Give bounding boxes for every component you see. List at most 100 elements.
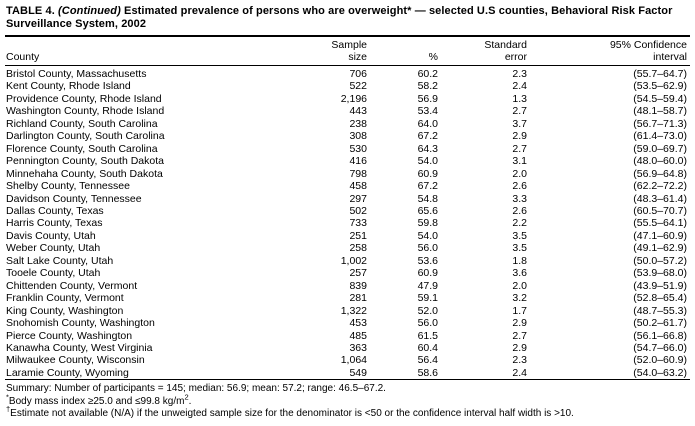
sample-size-cell: 443: [349, 105, 367, 118]
standard-error-cell: 1.7: [512, 304, 527, 317]
standard-error-cell: 2.7: [512, 329, 527, 342]
county-cell: Bristol County, Massachusetts: [6, 68, 147, 80]
standard-error-cell: 3.1: [512, 155, 527, 168]
table-title-continued: (Continued): [58, 5, 121, 17]
table-row: Davis County, Utah 251 54.0 3.5 (47.1–60.9): [5, 230, 690, 242]
percent-cell: 52.0: [417, 304, 438, 317]
confidence-interval-cell: (52.8–65.4): [633, 292, 687, 305]
county-cell: Franklin County, Vermont: [6, 292, 124, 305]
table-row: Snohomish County, Washington 453 56.0 2.9 (5…: [5, 317, 690, 329]
table-row: Davidson County, Tennessee 297 54.8 3.3 (48.…: [5, 193, 690, 205]
percent-cell: 59.1: [417, 292, 438, 305]
table-row: Salt Lake County, Utah 1,002 53.6 1.8 (50.0–…: [5, 255, 690, 267]
standard-error-cell: 2.7: [512, 105, 527, 118]
percent-cell: 47.9: [417, 279, 438, 292]
confidence-interval-cell: (50.0–57.2): [633, 254, 687, 267]
column-header-sample-size: Sample size: [301, 36, 367, 66]
sample-size-cell: 549: [349, 366, 367, 379]
bmi-footnote: *Body mass index ≥25.0 and ≤99.8 kg/m2.: [6, 392, 690, 409]
percent-cell: 64.0: [417, 117, 438, 130]
bmi-footnote-text: Body mass index ≥25.0 and ≤99.8 kg/m: [8, 395, 185, 407]
standard-error-cell: 2.7: [512, 142, 527, 155]
table-title-prefix: TABLE 4.: [6, 5, 55, 17]
percent-cell: 56.0: [417, 317, 438, 330]
confidence-interval-cell: (53.5–62.9): [633, 80, 687, 93]
percent-cell: 53.4: [417, 105, 438, 118]
county-cell: Providence County, Rhode Island: [6, 92, 162, 105]
table-row: Pennington County, South Dakota 416 54.0 3.…: [5, 155, 690, 167]
sample-size-cell: 1,322: [340, 304, 367, 317]
sample-size-cell: 2,196: [340, 92, 367, 105]
standard-error-cell: 3.6: [512, 267, 527, 280]
percent-cell: 58.2: [417, 80, 438, 93]
standard-error-cell: 2.9: [512, 317, 527, 330]
standard-error-cell: 1.8: [512, 254, 527, 267]
county-cell: Richland County, South Carolina: [6, 117, 158, 130]
standard-error-cell: 3.5: [512, 229, 527, 242]
standard-error-cell: 2.3: [512, 354, 527, 367]
percent-cell: 65.6: [417, 204, 438, 217]
county-cell: Kent County, Rhode Island: [6, 80, 131, 93]
percent-cell: 64.3: [417, 142, 438, 155]
county-cell: Kanawha County, West Virginia: [6, 341, 153, 354]
percent-cell: 58.6: [417, 366, 438, 379]
percent-cell: 67.2: [417, 180, 438, 193]
sample-size-cell: 1,002: [340, 254, 367, 267]
table-row: Pierce County, Washington 485 61.5 2.7 (56.1…: [5, 330, 690, 342]
table-row: Tooele County, Utah 257 60.9 3.6 (53.9–68.0): [5, 267, 690, 279]
county-cell: Minnehaha County, South Dakota: [6, 167, 163, 180]
bmi-footnote-period: .: [188, 395, 192, 407]
sample-size-cell: 297: [349, 192, 367, 205]
table-body: Bristol County, Massachusetts 706 60.2 2.3 (…: [5, 66, 690, 380]
asterisk-marker: *: [6, 392, 9, 402]
table-header-row: County Sample size % Standard error 95% …: [5, 36, 690, 66]
county-cell: Pennington County, South Dakota: [6, 155, 164, 168]
table-row: Providence County, Rhode Island 2,196 56.9…: [5, 93, 690, 105]
table-row: Florence County, South Carolina 530 64.3 2.…: [5, 143, 690, 155]
table-row: Laramie County, Wyoming 549 58.6 2.4 (54.0–6…: [5, 367, 690, 380]
confidence-interval-cell: (60.5–70.7): [633, 204, 687, 217]
percent-cell: 56.0: [417, 242, 438, 255]
table-row: Franklin County, Vermont 281 59.1 3.2 (52.8–…: [5, 292, 690, 304]
sample-size-cell: 798: [349, 167, 367, 180]
county-cell: Snohomish County, Washington: [6, 317, 155, 330]
county-cell: Dallas County, Texas: [6, 204, 104, 217]
table-row: Richland County, South Carolina 238 64.0 3.…: [5, 118, 690, 130]
sample-size-cell: 458: [349, 180, 367, 193]
confidence-interval-cell: (56.9–64.8): [633, 167, 687, 180]
standard-error-cell: 3.5: [512, 242, 527, 255]
confidence-interval-cell: (54.7–66.0): [633, 341, 687, 354]
standard-error-cell: 2.6: [512, 180, 527, 193]
county-cell: Washington County, Rhode Island: [6, 105, 165, 118]
confidence-interval-cell: (50.2–61.7): [633, 317, 687, 330]
standard-error-cell: 3.3: [512, 192, 527, 205]
table-row: Chittenden County, Vermont 839 47.9 2.0 (43.…: [5, 280, 690, 292]
sample-size-cell: 453: [349, 317, 367, 330]
table-row: King County, Washington 1,322 52.0 1.7 (48.7…: [5, 305, 690, 317]
table-title-rest: Estimated prevalence of persons who are …: [6, 5, 673, 30]
confidence-interval-cell: (48.7–55.3): [633, 304, 687, 317]
table-header: County Sample size % Standard error 95% …: [5, 36, 690, 66]
prevalence-table: County Sample size % Standard error 95% …: [5, 35, 690, 381]
confidence-interval-cell: (61.4–73.0): [633, 130, 687, 143]
table-row: Kent County, Rhode Island 522 58.2 2.4 (53.5…: [5, 80, 690, 92]
standard-error-cell: 2.0: [512, 279, 527, 292]
na-footnote-text: Estimate not available (N/A) if the unwe…: [10, 408, 574, 420]
table-row: Bristol County, Massachusetts 706 60.2 2.3 (…: [5, 66, 690, 81]
table-row: Dallas County, Texas 502 65.6 2.6 (60.5–70.7…: [5, 205, 690, 217]
standard-error-cell: 2.3: [512, 68, 527, 80]
standard-error-cell: 3.2: [512, 292, 527, 305]
confidence-interval-cell: (43.9–51.9): [633, 279, 687, 292]
sample-size-cell: 416: [349, 155, 367, 168]
sample-size-cell: 257: [349, 267, 367, 280]
county-cell: Salt Lake County, Utah: [6, 254, 114, 267]
sample-size-cell: 281: [349, 292, 367, 305]
sample-size-cell: 363: [349, 341, 367, 354]
table-footnotes: Summary: Number of participants = 145; m…: [5, 383, 690, 421]
confidence-interval-cell: (48.1–58.7): [633, 105, 687, 118]
confidence-interval-cell: (54.5–59.4): [633, 92, 687, 105]
county-cell: Darlington County, South Carolina: [6, 130, 165, 143]
confidence-interval-cell: (56.7–71.3): [633, 117, 687, 130]
county-cell: Florence County, South Carolina: [6, 142, 158, 155]
